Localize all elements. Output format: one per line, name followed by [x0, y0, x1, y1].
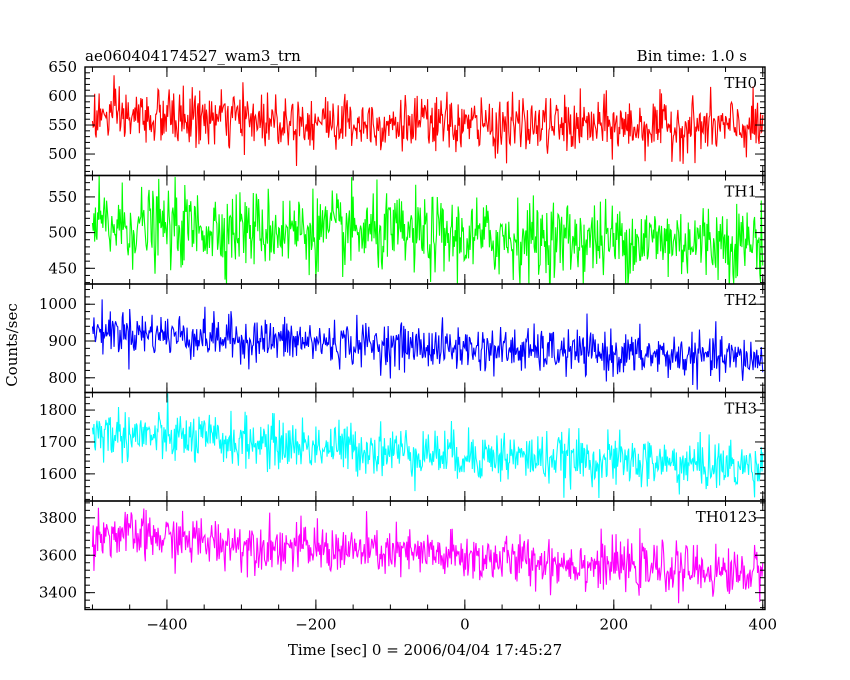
y-tick-label: 1000	[39, 295, 77, 313]
bin-time-label: Bin time: 1.0 s	[637, 47, 747, 65]
panel-frame	[84, 174, 766, 285]
x-tick-label: −400	[146, 616, 187, 634]
x-tick-label: −200	[295, 616, 336, 634]
series-line-th2	[91, 299, 764, 390]
panel-label-th2: TH2	[724, 291, 757, 309]
y-tick-label: 550	[48, 116, 77, 134]
panel-th0123: 3400 3600 3800 TH0123	[39, 500, 766, 611]
y-tick-label: 1800	[39, 401, 77, 419]
x-tick-label: 400	[748, 616, 777, 634]
chart-title: ae060404174527_wam3_trn	[85, 47, 301, 65]
panels-group: 500 550 600 650 TH0 450 500 550 TH1 800 900 1000 TH2…	[39, 58, 766, 611]
series-line-th3	[91, 392, 764, 499]
panel-label-th0123: TH0123	[696, 508, 757, 526]
y-axis-label: Counts/sec	[3, 303, 21, 387]
y-tick-label: 3800	[39, 509, 77, 527]
y-tick-label: 800	[48, 369, 77, 387]
panel-th3: 1600 1700 1800 TH3	[39, 391, 766, 502]
x-tick-label: 200	[599, 616, 628, 634]
y-tick-label: 900	[48, 332, 77, 350]
panel-th0: 500 550 600 650 TH0	[48, 58, 766, 177]
y-tick-label: 500	[48, 145, 77, 163]
y-tick-label: 500	[48, 224, 77, 242]
y-tick-label: 1700	[39, 433, 77, 451]
series-line-th0	[91, 75, 764, 166]
y-tick-label: 650	[48, 58, 77, 76]
x-axis: −400 −200 0 200 400	[146, 616, 777, 634]
panel-label-th0: TH0	[724, 74, 757, 92]
y-tick-label: 600	[48, 87, 77, 105]
y-tick-label: 550	[48, 188, 77, 206]
y-tick-label: 3600	[39, 546, 77, 564]
x-tick-label: 0	[460, 616, 470, 634]
series-line-th1	[91, 175, 764, 284]
y-tick-label: 450	[48, 259, 77, 277]
y-tick-label: 3400	[39, 584, 77, 602]
panel-label-th1: TH1	[724, 183, 757, 201]
x-axis-label: Time [sec] 0 = 2006/04/04 17:45:27	[288, 641, 562, 659]
panel-label-th3: TH3	[724, 400, 757, 418]
y-tick-label: 1600	[39, 465, 77, 483]
panel-th2: 800 900 1000 TH2	[39, 283, 766, 394]
series-line-th0123	[91, 507, 764, 604]
